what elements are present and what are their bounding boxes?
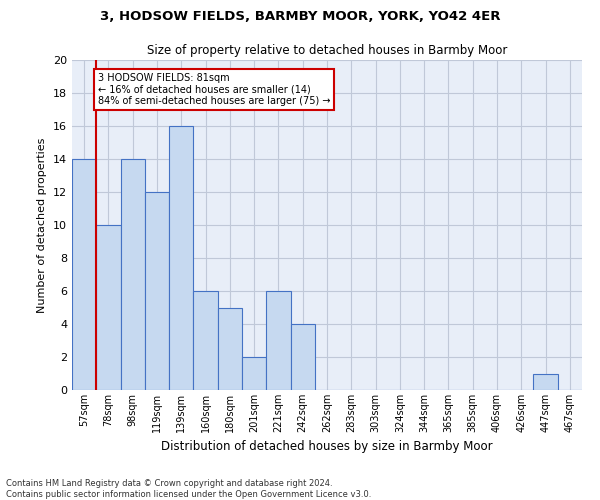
Bar xyxy=(242,357,266,390)
Text: Contains public sector information licensed under the Open Government Licence v3: Contains public sector information licen… xyxy=(6,490,371,499)
Bar xyxy=(533,374,558,390)
Bar xyxy=(72,159,96,390)
Text: 3 HODSOW FIELDS: 81sqm
← 16% of detached houses are smaller (14)
84% of semi-det: 3 HODSOW FIELDS: 81sqm ← 16% of detached… xyxy=(97,73,330,106)
Bar xyxy=(145,192,169,390)
Bar xyxy=(169,126,193,390)
Bar xyxy=(218,308,242,390)
X-axis label: Distribution of detached houses by size in Barmby Moor: Distribution of detached houses by size … xyxy=(161,440,493,454)
Text: Contains HM Land Registry data © Crown copyright and database right 2024.: Contains HM Land Registry data © Crown c… xyxy=(6,478,332,488)
Bar xyxy=(121,159,145,390)
Y-axis label: Number of detached properties: Number of detached properties xyxy=(37,138,47,312)
Bar xyxy=(96,225,121,390)
Bar xyxy=(266,291,290,390)
Title: Size of property relative to detached houses in Barmby Moor: Size of property relative to detached ho… xyxy=(147,44,507,58)
Text: 3, HODSOW FIELDS, BARMBY MOOR, YORK, YO42 4ER: 3, HODSOW FIELDS, BARMBY MOOR, YORK, YO4… xyxy=(100,10,500,23)
Bar xyxy=(290,324,315,390)
Bar xyxy=(193,291,218,390)
